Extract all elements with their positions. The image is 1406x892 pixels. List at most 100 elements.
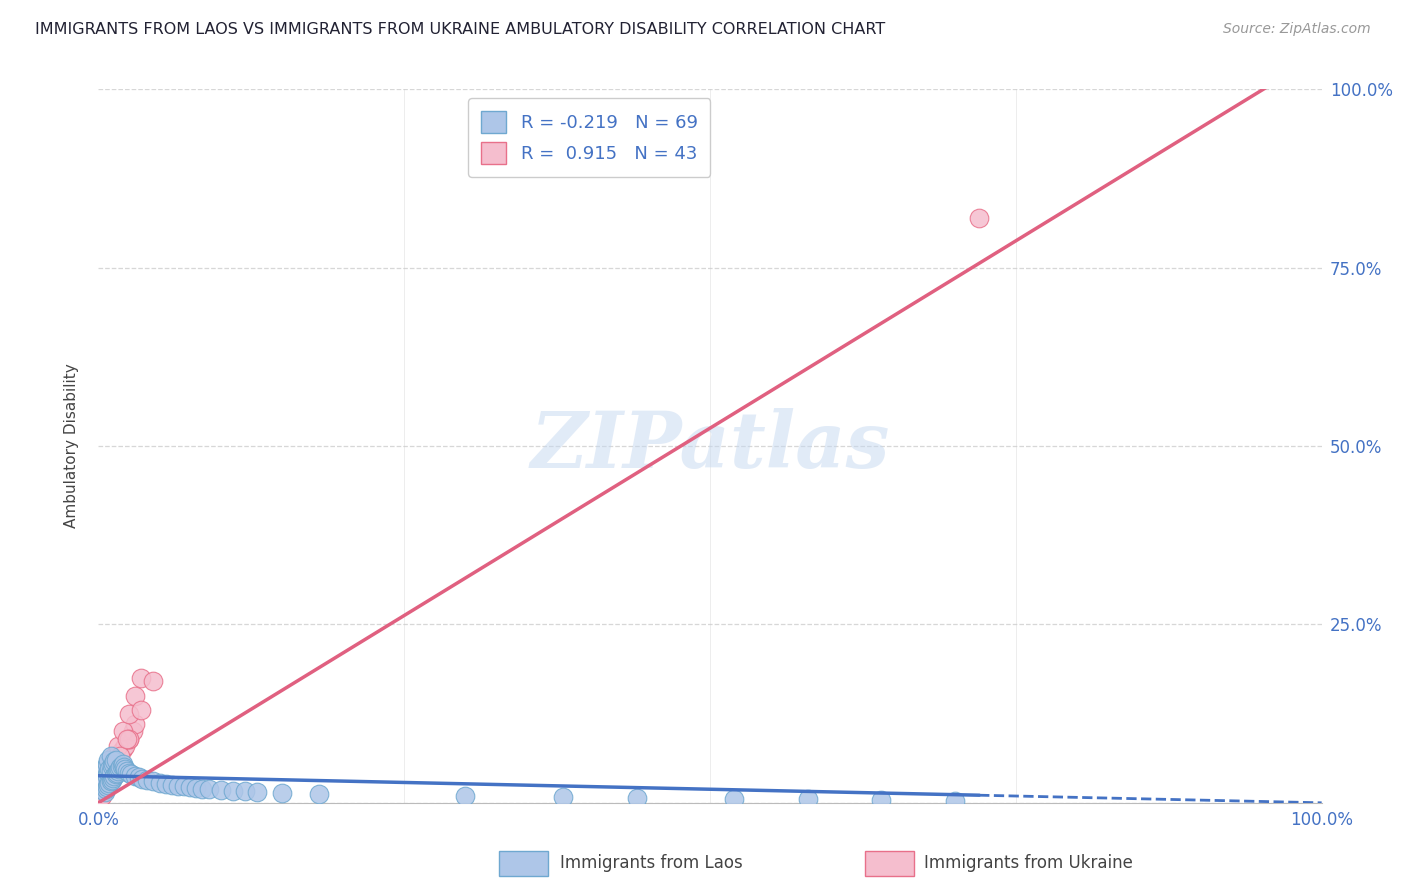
Point <box>167 779 190 793</box>
Point <box>98 776 121 790</box>
Point <box>118 765 141 780</box>
Point <box>100 767 122 781</box>
Point <box>101 771 124 785</box>
Point <box>96 780 118 794</box>
Point <box>118 706 141 721</box>
Point <box>197 782 219 797</box>
Point <box>108 762 131 776</box>
Point <box>98 769 121 783</box>
Point <box>90 789 112 803</box>
Point <box>103 755 125 769</box>
Point <box>101 772 124 787</box>
Point <box>105 753 128 767</box>
Point <box>91 776 114 790</box>
Point <box>626 790 648 805</box>
Point <box>93 764 115 778</box>
Point <box>553 790 575 805</box>
Point <box>91 781 114 796</box>
Point <box>110 746 132 760</box>
Point <box>308 787 330 801</box>
Point <box>98 762 121 776</box>
Text: IMMIGRANTS FROM LAOS VS IMMIGRANTS FROM UKRAINE AMBULATORY DISABILITY CORRELATIO: IMMIGRANTS FROM LAOS VS IMMIGRANTS FROM … <box>35 22 886 37</box>
Point <box>97 778 120 792</box>
Point <box>179 780 201 794</box>
Point <box>91 767 114 781</box>
Point <box>97 771 120 785</box>
Point <box>149 776 172 790</box>
Point <box>114 762 136 776</box>
Point <box>118 731 141 746</box>
Point <box>91 781 114 796</box>
Point <box>115 731 138 746</box>
Point <box>943 794 966 808</box>
Point <box>91 789 114 803</box>
Point <box>107 764 129 778</box>
Point <box>100 749 122 764</box>
Point <box>222 783 245 797</box>
Point <box>870 793 893 807</box>
Text: Immigrants from Laos: Immigrants from Laos <box>560 855 742 872</box>
Point <box>797 792 820 806</box>
Point <box>128 770 150 784</box>
Point <box>967 211 990 225</box>
Point <box>114 739 136 753</box>
Point <box>110 749 132 764</box>
Point <box>101 756 124 771</box>
Point <box>96 774 118 789</box>
Point <box>91 783 114 797</box>
Point <box>110 760 132 774</box>
Point <box>124 769 146 783</box>
Point <box>93 785 115 799</box>
Point <box>129 703 152 717</box>
Point <box>155 777 177 791</box>
Legend: R = -0.219   N = 69, R =  0.915   N = 43: R = -0.219 N = 69, R = 0.915 N = 43 <box>468 98 710 177</box>
Point <box>142 674 165 689</box>
Point <box>103 769 125 783</box>
Point <box>112 760 135 774</box>
Point <box>209 783 232 797</box>
Point <box>104 753 127 767</box>
Point <box>136 772 159 787</box>
Point <box>723 791 745 805</box>
Point <box>173 780 195 794</box>
Point <box>96 769 118 783</box>
Point <box>90 778 112 792</box>
Point <box>97 771 120 785</box>
Point <box>101 764 124 778</box>
Point <box>100 771 122 785</box>
Point <box>97 765 120 780</box>
Point <box>101 760 124 774</box>
Point <box>160 778 183 792</box>
Point <box>91 785 114 799</box>
Point <box>121 724 143 739</box>
Point <box>91 771 114 785</box>
Point <box>94 760 117 774</box>
Point <box>93 778 115 792</box>
Point <box>91 783 114 797</box>
Point <box>96 756 118 771</box>
Point <box>97 767 120 781</box>
Point <box>94 774 117 789</box>
Point <box>107 739 129 753</box>
Point <box>120 767 142 781</box>
Point <box>111 724 134 739</box>
Point <box>103 749 125 764</box>
Point <box>124 689 146 703</box>
Point <box>105 765 128 780</box>
Point <box>129 671 152 685</box>
Text: Immigrants from Ukraine: Immigrants from Ukraine <box>924 855 1133 872</box>
Point <box>246 785 269 799</box>
Point <box>118 731 141 746</box>
Point <box>94 781 117 796</box>
Point <box>270 786 294 800</box>
Point <box>233 784 256 798</box>
Point <box>93 778 115 792</box>
Point <box>101 758 124 772</box>
Point <box>111 756 134 771</box>
Point <box>107 749 129 764</box>
Point <box>97 753 120 767</box>
Point <box>105 756 128 771</box>
Point <box>186 780 208 795</box>
Text: Source: ZipAtlas.com: Source: ZipAtlas.com <box>1223 22 1371 37</box>
Point <box>191 781 214 796</box>
